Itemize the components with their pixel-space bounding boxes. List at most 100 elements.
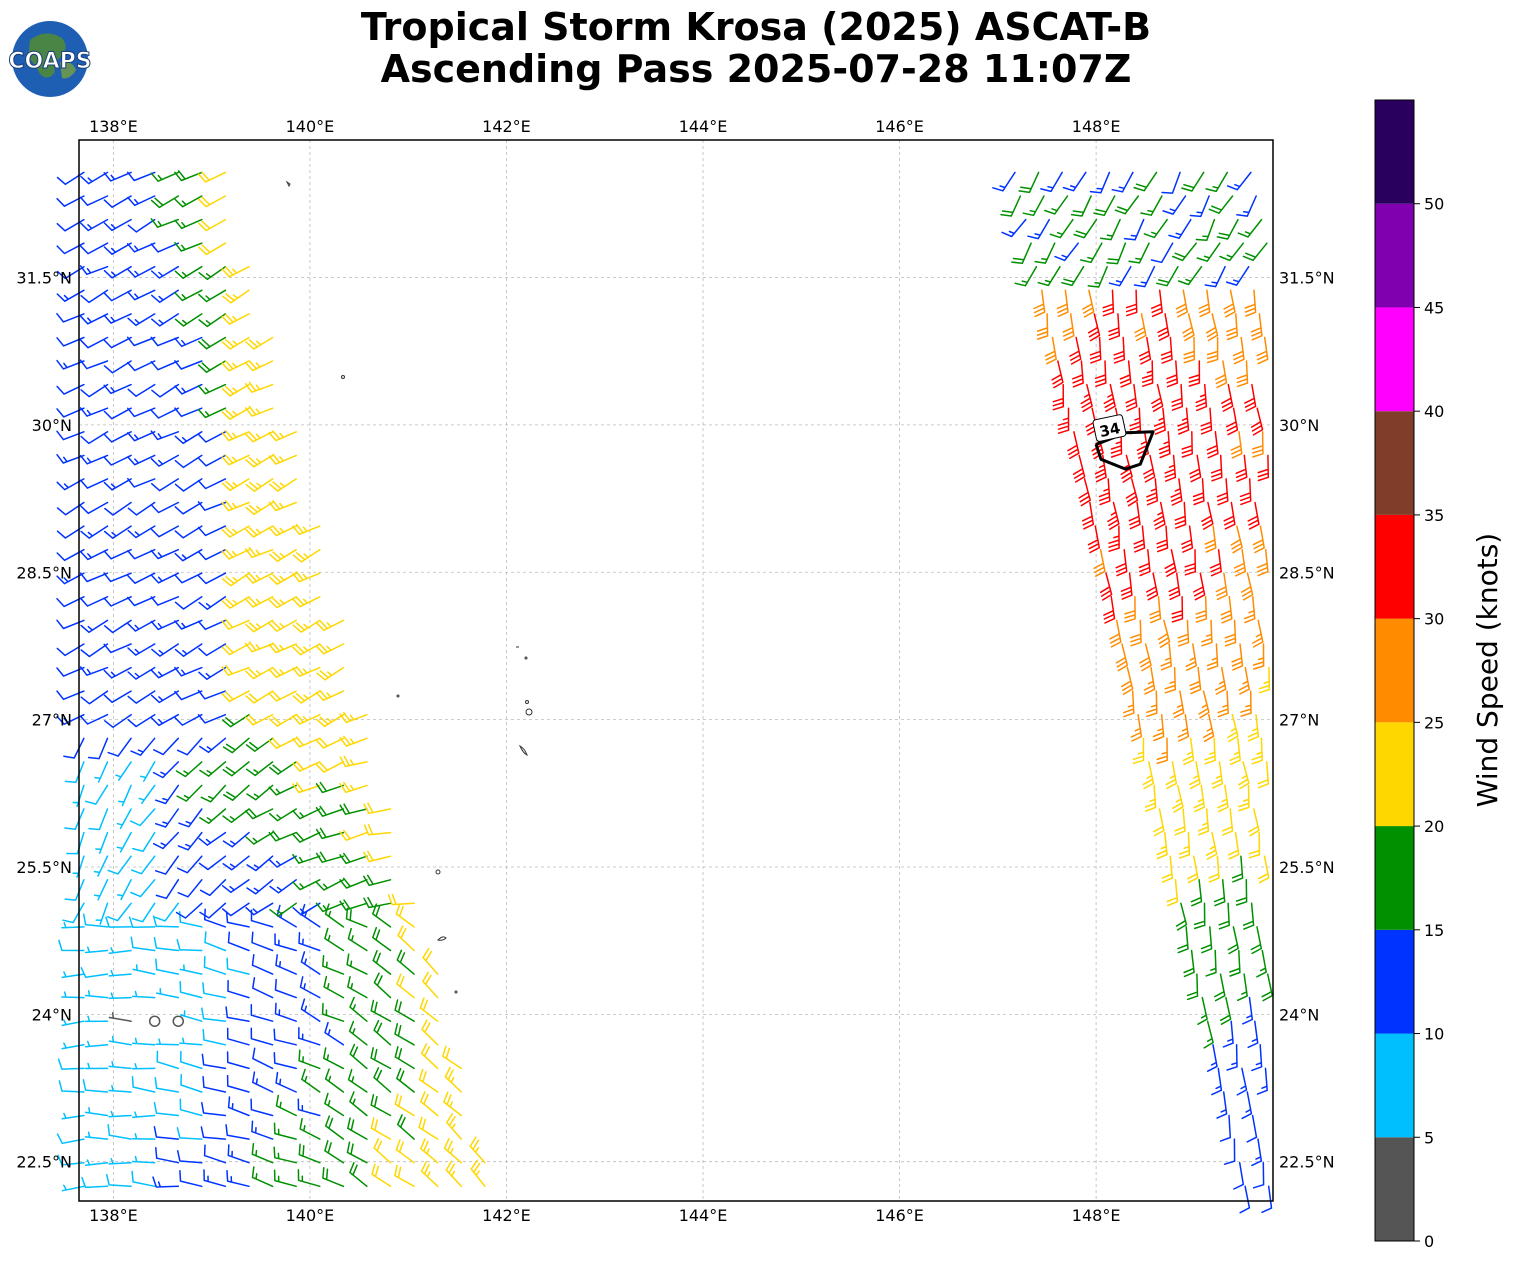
wind-barb [56, 430, 85, 441]
wind-barb [250, 1027, 274, 1046]
wind-barb [268, 430, 297, 442]
wind-barb [1103, 596, 1116, 624]
wind-barb [1229, 737, 1241, 766]
wind-barb [349, 1091, 368, 1117]
wind-barb [1230, 431, 1243, 459]
wind-barb [1033, 289, 1046, 318]
wind-barb [1231, 643, 1244, 671]
wind-barb [154, 855, 180, 875]
wind-barb [1109, 619, 1122, 648]
wind-barb [197, 572, 227, 585]
wind-barb [150, 242, 180, 253]
wind-barb [1237, 218, 1263, 238]
wind-barb [1204, 265, 1226, 288]
wind-barb [153, 936, 180, 952]
wind-barb [1213, 879, 1226, 907]
axis-labels: 138°E 138°E 140°E 140°E 142°E 142°E 144°E 144°E… [16, 117, 1334, 1225]
wind-barb [1256, 1067, 1268, 1095]
wind-barb [339, 735, 368, 747]
wind-barb [1252, 431, 1264, 458]
wind-barb [139, 761, 156, 782]
wind-barb [179, 1169, 203, 1188]
wind-barb [244, 808, 274, 820]
wind-barb [82, 913, 109, 928]
wind-barb [200, 784, 227, 803]
wind-barb [1216, 478, 1229, 506]
wind-barb [131, 1037, 156, 1046]
contour-label: 34 [1098, 419, 1122, 441]
wind-barb [245, 666, 274, 680]
lat-tick-left: 22.5°N [16, 1153, 72, 1172]
wind-barb [273, 1169, 297, 1188]
wind-barb [150, 195, 180, 209]
lat-tick-right: 31.5°N [1279, 269, 1335, 288]
wind-barb [1070, 195, 1092, 217]
wind-barb [446, 1112, 463, 1140]
wind-barb [61, 1112, 85, 1120]
wind-barb [1226, 313, 1239, 341]
wind-barb [1011, 242, 1032, 265]
wind-barb [150, 407, 180, 419]
wind-barb [221, 383, 250, 397]
wind-barb [61, 922, 85, 929]
wind-barb [316, 713, 345, 728]
wind-barb [1133, 525, 1146, 553]
lon-tick-top: 144°E [679, 117, 728, 136]
wind-barb [1208, 195, 1234, 214]
wind-barb [315, 643, 345, 655]
wind-barb [1072, 360, 1084, 388]
lon-tick-top: 138°E [89, 117, 138, 136]
wind-barb [56, 359, 85, 370]
wind-barb [268, 855, 297, 868]
wind-barb [1056, 289, 1069, 318]
wind-barb [1044, 195, 1069, 215]
wind-barb [103, 383, 132, 395]
wind-barb [268, 572, 297, 585]
wind-barb [1156, 525, 1169, 553]
wind-barb [56, 501, 85, 516]
wind-barb [292, 760, 321, 772]
wind-barb [1220, 596, 1233, 624]
wind-barb [372, 950, 392, 975]
wind-barb [1151, 383, 1164, 412]
wind-barb [1160, 336, 1173, 364]
wind-barb [315, 690, 345, 702]
wind-barb [1164, 454, 1177, 482]
wind-barb [1193, 784, 1205, 813]
colorbar-bin [1375, 514, 1414, 619]
wind-barb [1087, 265, 1108, 288]
wind-barb [221, 664, 250, 676]
map-plot: 34 138°E 138°E 140°E 140°E 142°E 142°E 144°E 14… [16, 117, 1334, 1225]
wind-barb [1170, 478, 1183, 506]
lat-tick-left: 31.5°N [16, 269, 72, 288]
wind-barb [79, 265, 109, 276]
wind-barb [1181, 525, 1194, 553]
wind-barb [1072, 454, 1086, 483]
wind-barb [1052, 383, 1065, 411]
wind-barb [1162, 195, 1187, 215]
colorbar-tick: 5 [1424, 1128, 1434, 1147]
wind-barb [80, 690, 109, 705]
wind-barb [349, 996, 368, 1022]
wind-barb [150, 596, 180, 606]
wind-barb [1094, 360, 1107, 388]
wind-barb [1250, 926, 1263, 955]
wind-barb [174, 360, 203, 370]
wind-barb [150, 478, 180, 492]
wind-barb [1166, 360, 1179, 388]
wind-barb [174, 454, 203, 469]
wind-barb [56, 407, 85, 418]
wind-barb [1089, 336, 1102, 364]
wind-barb [268, 642, 297, 654]
wind-barb [56, 525, 85, 539]
wind-barb [103, 336, 132, 349]
wind-barb [445, 1160, 463, 1188]
wind-barb [394, 1046, 415, 1070]
wind-barb [244, 546, 274, 559]
wind-barb [1243, 596, 1256, 624]
lon-tick-top: 140°E [286, 117, 335, 136]
island [341, 375, 345, 379]
wind-barb [268, 666, 297, 678]
wind-barb [1146, 478, 1159, 506]
wind-barb [227, 980, 250, 999]
